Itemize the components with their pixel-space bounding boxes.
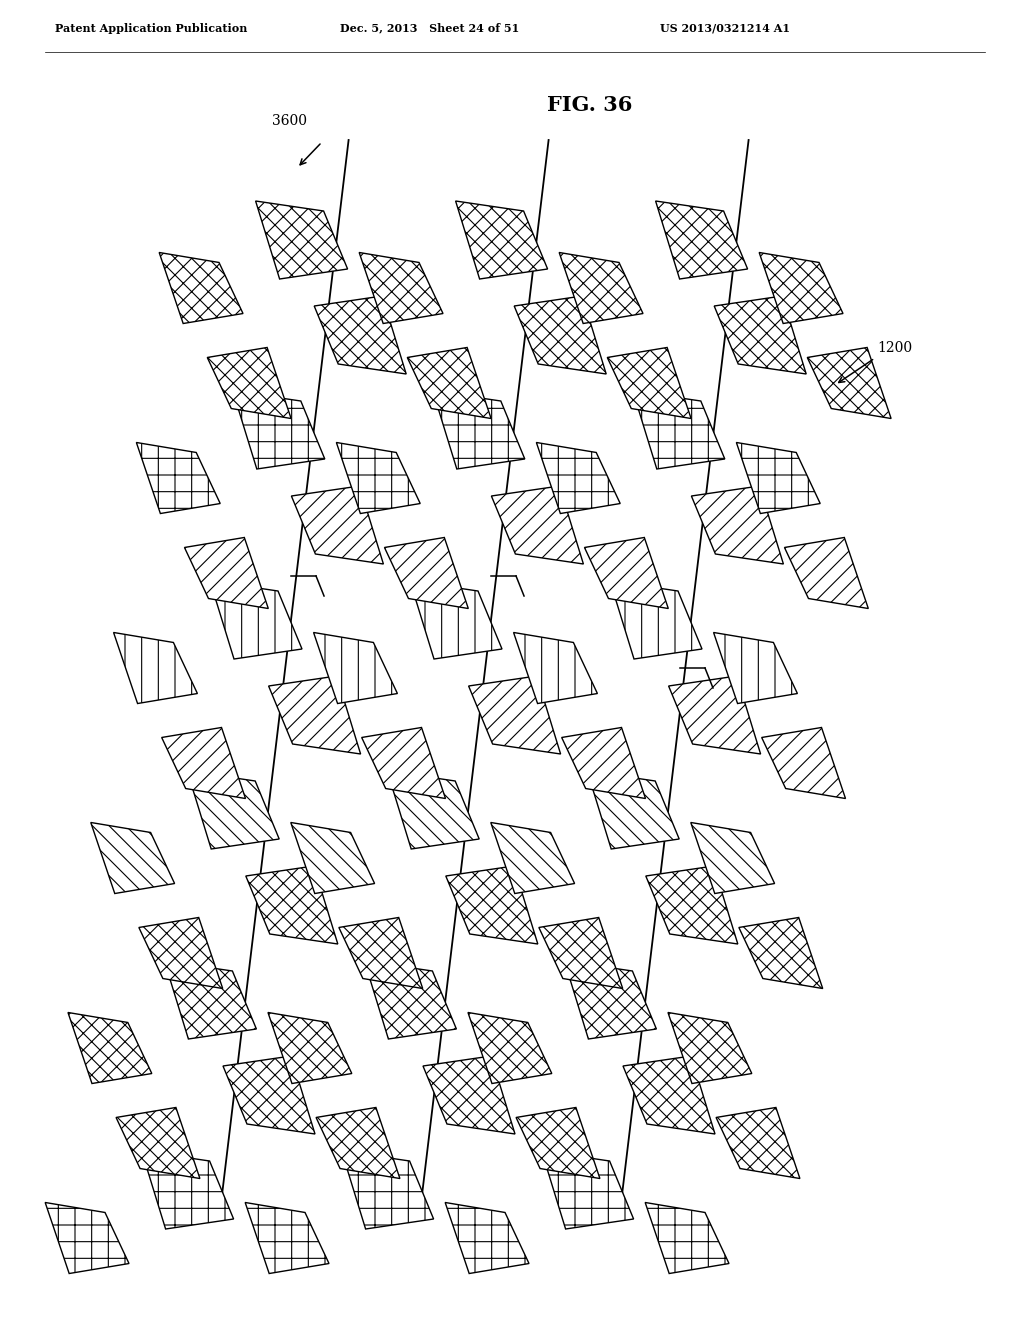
Polygon shape [313, 632, 397, 704]
Polygon shape [668, 1012, 752, 1084]
Polygon shape [165, 961, 256, 1039]
Polygon shape [433, 391, 525, 469]
Polygon shape [564, 961, 656, 1039]
Polygon shape [669, 676, 761, 754]
Polygon shape [807, 347, 891, 418]
Polygon shape [45, 1203, 129, 1274]
Polygon shape [691, 486, 783, 564]
Polygon shape [268, 1012, 352, 1084]
Polygon shape [141, 1151, 233, 1229]
Polygon shape [739, 917, 822, 989]
Polygon shape [246, 866, 338, 944]
Polygon shape [184, 537, 268, 609]
Polygon shape [736, 442, 820, 513]
Polygon shape [714, 632, 798, 704]
Polygon shape [514, 296, 606, 374]
Polygon shape [492, 486, 584, 564]
Polygon shape [187, 771, 280, 849]
Polygon shape [232, 391, 325, 469]
Polygon shape [490, 822, 574, 894]
Polygon shape [268, 676, 360, 754]
Polygon shape [716, 1107, 800, 1179]
Polygon shape [114, 632, 198, 704]
Polygon shape [645, 1203, 729, 1274]
Polygon shape [468, 1012, 552, 1084]
Polygon shape [456, 201, 548, 279]
Polygon shape [116, 1107, 200, 1179]
Polygon shape [587, 771, 679, 849]
Polygon shape [646, 866, 738, 944]
Polygon shape [542, 1151, 634, 1229]
Polygon shape [136, 442, 220, 513]
Polygon shape [316, 1107, 400, 1179]
Text: 3600: 3600 [272, 114, 307, 128]
Polygon shape [610, 581, 702, 659]
Polygon shape [762, 727, 846, 799]
Polygon shape [91, 822, 175, 894]
Polygon shape [423, 1056, 515, 1134]
Polygon shape [445, 866, 538, 944]
Polygon shape [342, 1151, 433, 1229]
Polygon shape [585, 537, 669, 609]
Polygon shape [68, 1012, 152, 1084]
Polygon shape [162, 727, 246, 799]
Polygon shape [514, 632, 597, 704]
Polygon shape [361, 727, 445, 799]
Text: FIG. 36: FIG. 36 [547, 95, 633, 115]
Polygon shape [469, 676, 560, 754]
Polygon shape [359, 252, 443, 323]
Polygon shape [559, 252, 643, 323]
Polygon shape [633, 391, 725, 469]
Polygon shape [759, 252, 843, 323]
Text: Patent Application Publication: Patent Application Publication [55, 22, 248, 33]
Polygon shape [207, 347, 291, 418]
Text: Dec. 5, 2013   Sheet 24 of 51: Dec. 5, 2013 Sheet 24 of 51 [340, 22, 519, 33]
Polygon shape [292, 486, 383, 564]
Polygon shape [387, 771, 479, 849]
Text: US 2013/0321214 A1: US 2013/0321214 A1 [660, 22, 790, 33]
Polygon shape [539, 917, 623, 989]
Polygon shape [365, 961, 457, 1039]
Polygon shape [445, 1203, 529, 1274]
Polygon shape [384, 537, 468, 609]
Polygon shape [256, 201, 347, 279]
Polygon shape [714, 296, 806, 374]
Polygon shape [245, 1203, 329, 1274]
Polygon shape [314, 296, 407, 374]
Polygon shape [655, 201, 748, 279]
Polygon shape [410, 581, 502, 659]
Polygon shape [291, 822, 375, 894]
Polygon shape [339, 917, 423, 989]
Polygon shape [562, 727, 645, 799]
Polygon shape [159, 252, 243, 323]
Polygon shape [623, 1056, 715, 1134]
Polygon shape [691, 822, 774, 894]
Polygon shape [537, 442, 621, 513]
Text: 1200: 1200 [877, 341, 912, 355]
Polygon shape [408, 347, 492, 418]
Polygon shape [210, 581, 302, 659]
Polygon shape [784, 537, 868, 609]
Polygon shape [607, 347, 691, 418]
Polygon shape [223, 1056, 315, 1134]
Polygon shape [516, 1107, 600, 1179]
Polygon shape [139, 917, 222, 989]
Polygon shape [336, 442, 420, 513]
